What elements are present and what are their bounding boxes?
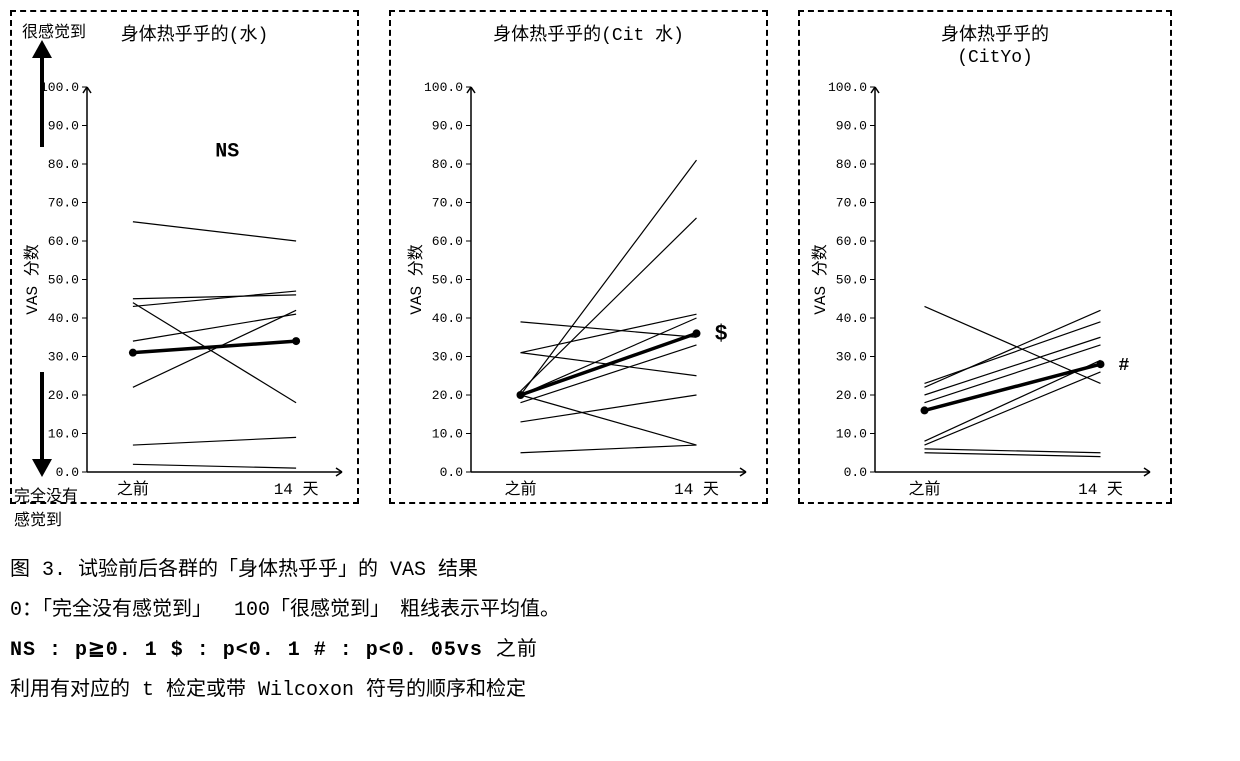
svg-text:VAS 分数: VAS 分数 [23, 244, 42, 314]
svg-text:90.0: 90.0 [836, 119, 867, 134]
svg-text:之前: 之前 [504, 480, 536, 499]
svg-text:30.0: 30.0 [432, 350, 463, 365]
svg-text:30.0: 30.0 [48, 350, 79, 365]
svg-text:20.0: 20.0 [48, 388, 79, 403]
svg-text:90.0: 90.0 [432, 119, 463, 134]
svg-text:VAS 分数: VAS 分数 [811, 244, 830, 314]
svg-text:50.0: 50.0 [836, 273, 867, 288]
svg-text:90.0: 90.0 [48, 119, 79, 134]
svg-text:之前: 之前 [117, 480, 149, 499]
caption-line-1: 图 3. 试验前后各群的「身体热乎乎」的 VAS 结果 [10, 552, 1240, 582]
svg-text:之前: 之前 [908, 480, 940, 499]
svg-text:(CitYo): (CitYo) [957, 48, 1033, 68]
svg-text:100.0: 100.0 [424, 80, 463, 95]
caption-line-4: 利用有对应的 t 检定或带 Wilcoxon 符号的顺序和检定 [10, 672, 1240, 702]
svg-text:50.0: 50.0 [48, 273, 79, 288]
svg-text:30.0: 30.0 [836, 350, 867, 365]
svg-text:70.0: 70.0 [836, 196, 867, 211]
svg-text:70.0: 70.0 [432, 196, 463, 211]
svg-text:身体热乎乎的: 身体热乎乎的 [941, 24, 1049, 46]
svg-text:0.0: 0.0 [56, 465, 79, 480]
sig-codes: NS : p≧0. 1 $ : p<0. 1 # : p<0. 05vs [10, 639, 483, 662]
svg-text:80.0: 80.0 [836, 157, 867, 172]
svg-text:80.0: 80.0 [48, 157, 79, 172]
chart-panel-3: 0.0 10.0 20.0 30.0 40.0 50.0 60.0 70.0 80.0 90.0 1… [798, 10, 1172, 504]
svg-text:14 天: 14 天 [274, 481, 319, 499]
caption-line-2: 0：「完全没有感觉到」 100「很感觉到」 粗线表示平均值。 [10, 592, 1240, 622]
chart-panel-1: 0.0 10.0 20.0 30.0 40.0 50.0 60.0 70.0 80.0 90.0 1… [10, 10, 359, 540]
sig-suffix: 之前 [483, 639, 538, 662]
svg-text:100.0: 100.0 [40, 80, 79, 95]
svg-text:60.0: 60.0 [48, 234, 79, 249]
charts-row: 0.0 10.0 20.0 30.0 40.0 50.0 60.0 70.0 80.0 90.0 1… [10, 10, 1240, 540]
significance-line: NS : p≧0. 1 $ : p<0. 1 # : p<0. 05vs 之前 [10, 632, 1240, 662]
svg-text:10.0: 10.0 [836, 427, 867, 442]
svg-text:0.0: 0.0 [844, 465, 867, 480]
svg-text:10.0: 10.0 [48, 427, 79, 442]
svg-text:80.0: 80.0 [432, 157, 463, 172]
svg-text:VAS 分数: VAS 分数 [407, 244, 426, 314]
svg-text:60.0: 60.0 [432, 234, 463, 249]
svg-text:100.0: 100.0 [828, 80, 867, 95]
svg-text:20.0: 20.0 [432, 388, 463, 403]
svg-text:身体热乎乎的(水): 身体热乎乎的(水) [121, 24, 269, 46]
svg-text:40.0: 40.0 [432, 311, 463, 326]
svg-text:40.0: 40.0 [48, 311, 79, 326]
svg-text:40.0: 40.0 [836, 311, 867, 326]
svg-text:#: # [1119, 356, 1130, 376]
svg-text:NS: NS [215, 140, 239, 163]
svg-text:20.0: 20.0 [836, 388, 867, 403]
svg-text:60.0: 60.0 [836, 234, 867, 249]
svg-text:70.0: 70.0 [48, 196, 79, 211]
svg-text:0.0: 0.0 [440, 465, 463, 480]
svg-text:50.0: 50.0 [432, 273, 463, 288]
chart-panel-2: 0.0 10.0 20.0 30.0 40.0 50.0 60.0 70.0 80.0 90.0 1… [389, 10, 768, 504]
svg-text:身体热乎乎的(Cit 水): 身体热乎乎的(Cit 水) [493, 24, 684, 46]
svg-text:14 天: 14 天 [674, 481, 719, 499]
svg-text:$: $ [715, 321, 728, 346]
svg-text:14 天: 14 天 [1078, 481, 1123, 499]
svg-text:10.0: 10.0 [432, 427, 463, 442]
figure-caption: 图 3. 试验前后各群的「身体热乎乎」的 VAS 结果 0：「完全没有感觉到」 … [10, 552, 1240, 702]
